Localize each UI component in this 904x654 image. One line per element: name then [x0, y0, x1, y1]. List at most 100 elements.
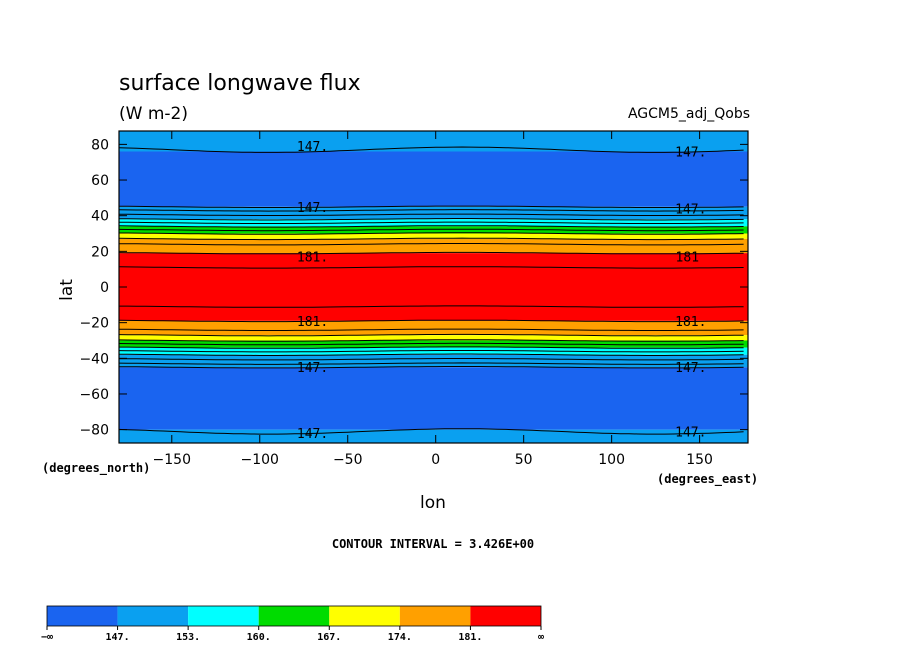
- contour-label: 147.: [675, 361, 706, 376]
- colorbar-swatch: [117, 606, 189, 626]
- colorbar-label: 181.: [458, 632, 482, 643]
- contour-line: [118, 362, 744, 365]
- contour-line: [118, 328, 744, 331]
- colorbar: −∞ 147. 153. 160. 167. 174. 181. ∞: [41, 605, 544, 643]
- contour-line: [118, 339, 744, 342]
- colorbar-label: 174.: [388, 632, 412, 643]
- colorbar-label: ∞: [538, 632, 544, 643]
- contour-line: [119, 305, 744, 308]
- colorbar-label: 160.: [247, 632, 271, 643]
- contour-label: 181.: [675, 315, 706, 330]
- y-tick-label: 20: [91, 244, 109, 260]
- colorbar-swatch: [258, 606, 330, 626]
- contour-line: [119, 232, 744, 235]
- colorbar-swatch: [399, 606, 471, 626]
- contour-bands: [119, 131, 748, 443]
- contour-line: [118, 428, 744, 435]
- colorbar-label: −∞: [41, 632, 53, 643]
- colorbar-swatch: [470, 606, 541, 626]
- y-tick-label: −40: [79, 351, 109, 367]
- contour-line: [118, 342, 744, 346]
- y-axis-label: lat: [57, 279, 77, 301]
- contour-band: [119, 253, 748, 321]
- contour-line: [118, 209, 744, 212]
- x-axis-label: lon: [420, 493, 446, 513]
- contour-band: [119, 151, 748, 207]
- contour-label: 147.: [297, 361, 328, 376]
- contour-label: 147.: [297, 427, 328, 442]
- x-axis-ticks: −150 −100 −50 0 50 100 150: [153, 131, 713, 468]
- chart-title: surface longwave flux: [119, 71, 361, 96]
- contour-line: [118, 333, 744, 337]
- contour-line: [119, 221, 744, 224]
- colorbar-label: 147.: [106, 632, 130, 643]
- y-tick-label: 80: [91, 137, 109, 153]
- contour-label: 181.: [297, 251, 328, 266]
- contour-line: [119, 213, 744, 216]
- contour-label: 181.: [297, 315, 328, 330]
- contour-label: 147.: [675, 203, 706, 218]
- y-tick-label: −20: [79, 316, 109, 332]
- x-tick-label: 100: [598, 452, 625, 468]
- contour-line: [118, 251, 744, 255]
- contour-line: [118, 353, 744, 356]
- contour-band: [119, 335, 748, 341]
- contour-line: [118, 228, 744, 232]
- contour-line: [118, 146, 744, 153]
- x-tick-label: −100: [241, 452, 279, 468]
- x-units-label: (degrees_east): [657, 472, 758, 487]
- contour-band: [119, 226, 748, 234]
- contour-band: [119, 206, 748, 220]
- experiment-name: AGCM5_adj_Qobs: [628, 106, 750, 122]
- contour-line: [118, 205, 744, 208]
- contour-interval: CONTOUR INTERVAL = 3.426E+00: [332, 537, 534, 551]
- contour-lines: [118, 146, 744, 435]
- contour-band: [119, 131, 748, 152]
- contour-labels: 147. 147. 147. 147. 181. 181 181. 181. 147. 147. 1…: [297, 140, 707, 442]
- contour-line: [118, 237, 744, 241]
- contour-label: 147.: [297, 140, 328, 155]
- colorbar-swatch: [329, 606, 400, 626]
- y-tick-label: 60: [91, 173, 109, 189]
- colorbar-label: 167.: [317, 632, 341, 643]
- y-tick-label: 0: [100, 280, 109, 296]
- contour-line: [118, 319, 744, 323]
- y-tick-label: −60: [79, 387, 109, 403]
- contour-band: [119, 354, 748, 368]
- x-tick-label: −50: [333, 452, 363, 468]
- colorbar-frame: [46, 605, 542, 627]
- contour-line: [119, 346, 744, 349]
- contour-band: [119, 320, 748, 336]
- x-tick-label: 50: [515, 452, 533, 468]
- contour-band: [119, 219, 748, 227]
- x-tick-label: −150: [153, 452, 191, 468]
- contour-band: [119, 429, 748, 443]
- contour-line: [118, 266, 744, 269]
- contour-line: [119, 358, 744, 361]
- y-units-label: (degrees_north): [42, 461, 150, 476]
- x-tick-label: 0: [431, 452, 440, 468]
- contour-label: 147.: [675, 146, 706, 161]
- contour-label: 147.: [675, 425, 706, 440]
- contour-label: 181: [676, 251, 699, 266]
- contour-band: [119, 238, 748, 254]
- y-axis-ticks: 80 60 40 20 0 −20 −40 −60 −80: [79, 137, 748, 439]
- colorbar-swatch: [47, 606, 118, 626]
- contour-line: [119, 243, 744, 246]
- x-tick-label: 150: [686, 452, 713, 468]
- contour-band: [119, 233, 748, 239]
- contour-line: [118, 225, 744, 228]
- y-tick-label: −80: [79, 423, 109, 439]
- contour-line: [118, 366, 744, 369]
- chart-units: (W m-2): [119, 104, 188, 124]
- contour-label: 147.: [297, 201, 328, 216]
- colorbar-swatch: [188, 606, 259, 626]
- y-tick-label: 40: [91, 209, 109, 225]
- contour-band: [119, 367, 748, 430]
- contour-band: [119, 340, 748, 348]
- colorbar-label: 153.: [176, 632, 200, 643]
- contour-line: [118, 350, 744, 353]
- contour-band: [119, 347, 748, 355]
- contour-line: [118, 218, 744, 221]
